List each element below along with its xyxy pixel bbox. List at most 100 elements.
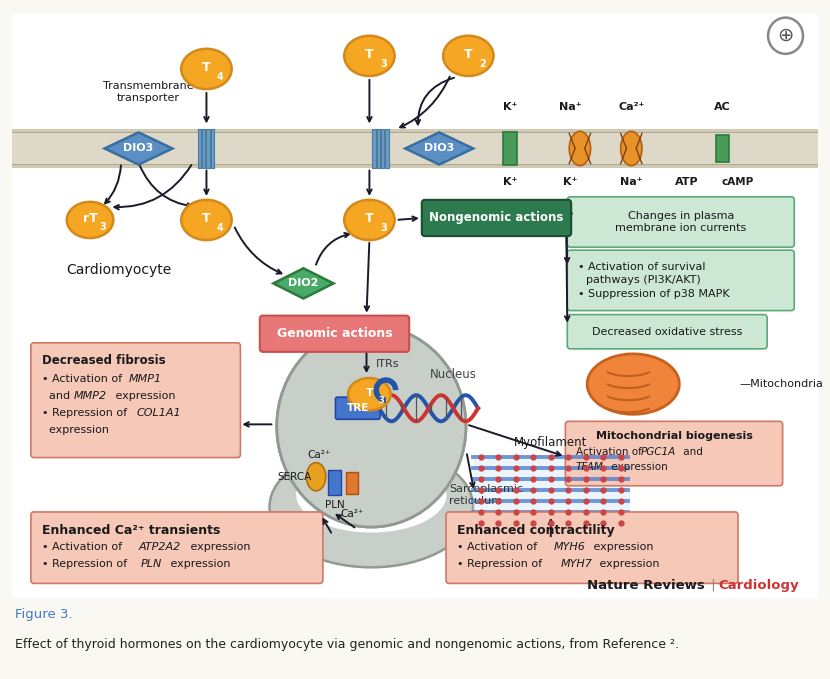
Text: 3: 3 (378, 396, 384, 405)
Text: and: and (42, 391, 73, 401)
Text: PLN: PLN (325, 500, 344, 510)
Text: expression: expression (589, 542, 653, 552)
Bar (207, 130, 210, 168)
Text: T: T (365, 48, 374, 61)
Polygon shape (273, 268, 334, 299)
Polygon shape (405, 132, 473, 164)
Text: 4: 4 (217, 72, 224, 82)
Text: 3: 3 (380, 59, 387, 69)
Text: Nature Reviews: Nature Reviews (588, 579, 705, 592)
Text: pathways (PI3K/AKT): pathways (PI3K/AKT) (586, 276, 701, 285)
Ellipse shape (270, 447, 473, 568)
Text: Cardiomyocyte: Cardiomyocyte (66, 263, 171, 277)
Text: T: T (365, 213, 374, 225)
Text: rT: rT (83, 213, 97, 225)
Text: —Mitochondria: —Mitochondria (740, 379, 824, 389)
FancyBboxPatch shape (567, 197, 794, 247)
Ellipse shape (443, 36, 494, 76)
Bar (377, 130, 380, 168)
FancyBboxPatch shape (260, 316, 409, 352)
Bar (211, 130, 214, 168)
Text: Myofilament: Myofilament (514, 435, 588, 449)
Ellipse shape (569, 131, 591, 166)
Text: T: T (464, 48, 472, 61)
Text: TFAM: TFAM (576, 462, 604, 472)
Ellipse shape (276, 326, 466, 527)
Ellipse shape (306, 462, 325, 491)
Text: 3: 3 (380, 223, 387, 233)
Bar (473, 454, 630, 537)
Text: • Activation of: • Activation of (42, 542, 125, 552)
FancyBboxPatch shape (31, 512, 323, 583)
Text: Figure 3.: Figure 3. (15, 608, 72, 621)
Text: • Activation of survival: • Activation of survival (578, 262, 706, 272)
Text: 4: 4 (217, 223, 224, 233)
Text: ⊕: ⊕ (778, 26, 793, 45)
Bar (328, 470, 341, 495)
FancyBboxPatch shape (446, 512, 738, 583)
Text: • Suppression of p38 MAPK: • Suppression of p38 MAPK (578, 289, 730, 299)
Text: MYH6: MYH6 (554, 542, 586, 552)
Text: • Activation of: • Activation of (42, 374, 125, 384)
Bar (202, 130, 206, 168)
Text: Activation of: Activation of (576, 447, 645, 456)
Bar (12, 130, 818, 168)
Text: K⁺: K⁺ (563, 177, 578, 187)
Text: AC: AC (714, 103, 731, 112)
Ellipse shape (276, 326, 466, 527)
Bar (381, 130, 384, 168)
Text: ATP2A2: ATP2A2 (139, 542, 181, 552)
Text: Enhanced contractility: Enhanced contractility (457, 524, 614, 536)
Ellipse shape (181, 200, 232, 240)
Text: MMP1: MMP1 (129, 374, 162, 384)
Text: MYH7: MYH7 (560, 559, 593, 569)
Text: Cardiology: Cardiology (719, 579, 799, 592)
Text: ATP: ATP (675, 177, 698, 187)
Bar (346, 472, 358, 494)
Text: expression: expression (597, 559, 660, 569)
Text: SERCA: SERCA (277, 472, 311, 481)
Text: • Repression of: • Repression of (457, 559, 545, 569)
Text: Transmembrane
transporter: Transmembrane transporter (103, 81, 193, 103)
Text: • Repression of: • Repression of (42, 408, 130, 418)
Text: Na⁺: Na⁺ (559, 103, 582, 112)
Text: Enhanced Ca²⁺ transients: Enhanced Ca²⁺ transients (42, 524, 220, 536)
Bar (385, 130, 388, 168)
Text: Genomic actions: Genomic actions (276, 327, 393, 340)
Text: T: T (203, 213, 211, 225)
Text: • Activation of: • Activation of (457, 542, 540, 552)
Polygon shape (105, 132, 173, 164)
Bar (198, 130, 201, 168)
FancyBboxPatch shape (422, 200, 571, 236)
Text: Sarcoplasmic
reticulum: Sarcoplasmic reticulum (449, 484, 523, 506)
Text: Ca²⁺: Ca²⁺ (340, 509, 364, 519)
Ellipse shape (344, 36, 394, 76)
Text: T: T (365, 388, 374, 398)
Text: expression: expression (608, 462, 668, 472)
Ellipse shape (296, 457, 447, 532)
Text: |: | (707, 579, 720, 592)
Ellipse shape (344, 200, 394, 240)
Bar (373, 130, 376, 168)
Text: Decreased fibrosis: Decreased fibrosis (42, 354, 165, 367)
Text: MMP2: MMP2 (74, 391, 107, 401)
Text: Changes in plasma
membrane ion currents: Changes in plasma membrane ion currents (615, 211, 746, 233)
Text: expression: expression (167, 559, 230, 569)
Text: Decreased oxidative stress: Decreased oxidative stress (592, 327, 742, 337)
Ellipse shape (348, 378, 391, 410)
FancyBboxPatch shape (567, 314, 767, 349)
FancyBboxPatch shape (565, 422, 783, 485)
Text: 2: 2 (479, 59, 486, 69)
Ellipse shape (66, 202, 114, 238)
Text: DIO3: DIO3 (424, 143, 454, 153)
Text: Na⁺: Na⁺ (620, 177, 642, 187)
Text: Mitochondrial biogenesis: Mitochondrial biogenesis (596, 431, 753, 441)
Text: Nucleus: Nucleus (430, 367, 476, 380)
Text: COL1A1: COL1A1 (137, 408, 181, 418)
Text: expression: expression (42, 425, 109, 435)
Text: Ca²⁺: Ca²⁺ (618, 103, 645, 112)
Bar (503, 132, 517, 164)
Text: Nongenomic actions: Nongenomic actions (429, 211, 564, 225)
Text: • Repression of: • Repression of (42, 559, 130, 569)
Text: Effect of thyroid hormones on the cardiomyocyte via genomic and nongenomic actio: Effect of thyroid hormones on the cardio… (15, 638, 679, 651)
